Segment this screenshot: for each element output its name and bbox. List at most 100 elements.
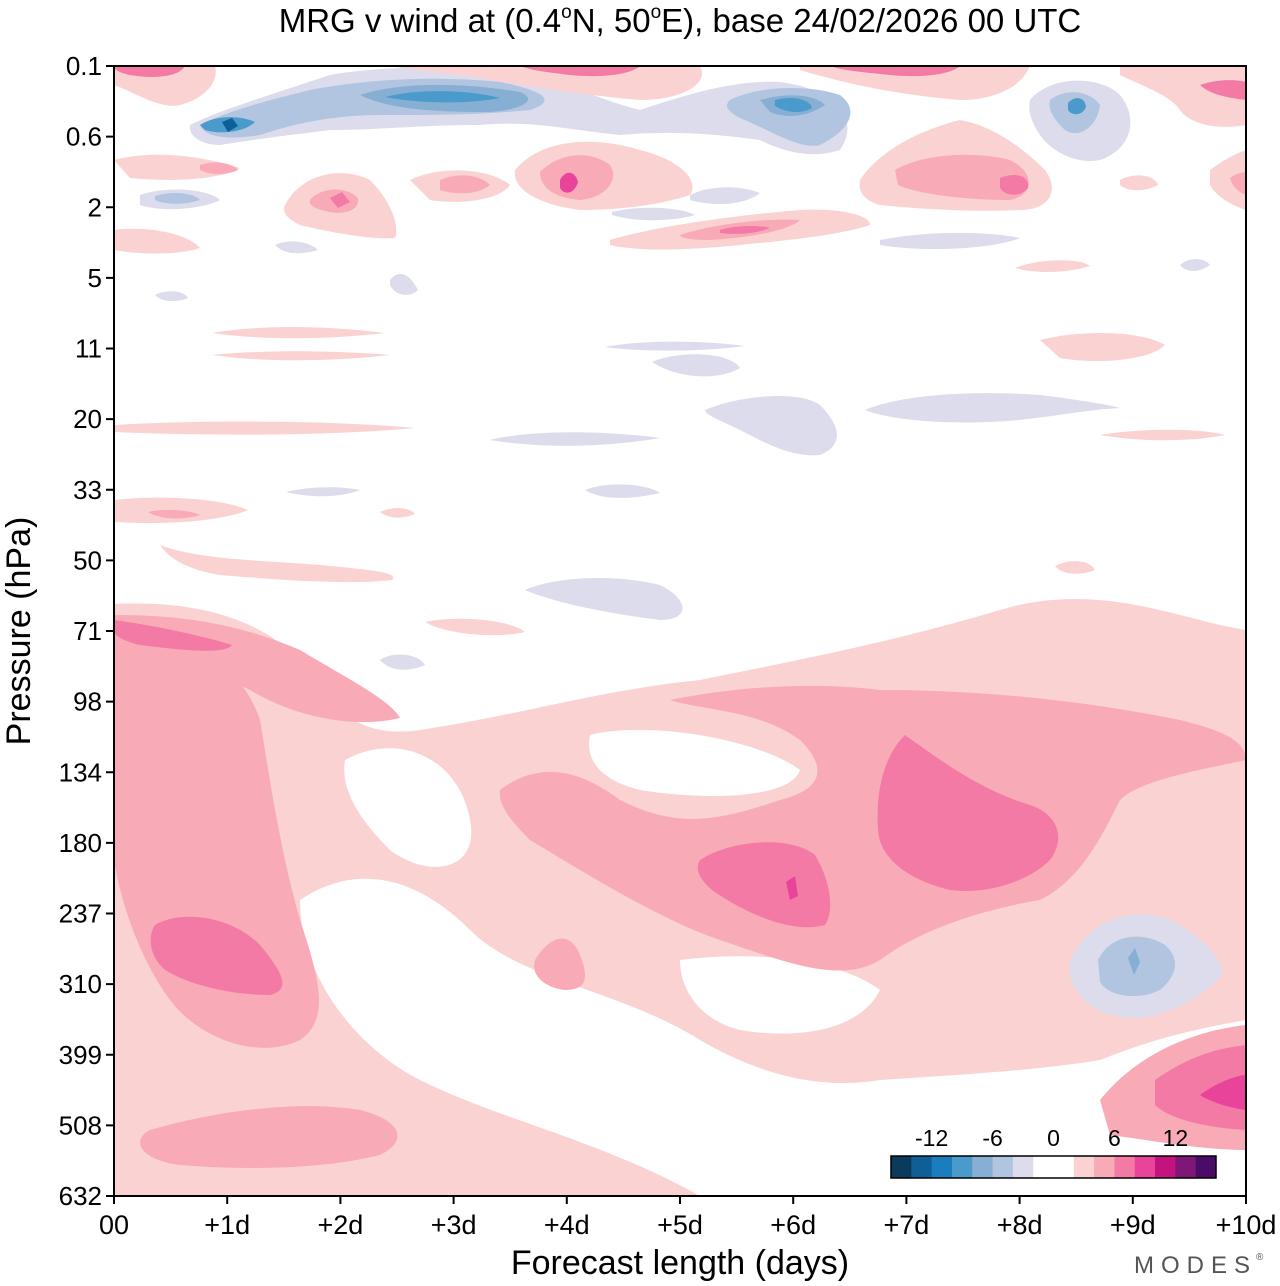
contour-peak-day6 [786, 876, 798, 900]
y-tick-label-508: 508 [59, 1110, 102, 1140]
contour-upper-pos-day8-mid [895, 154, 1029, 200]
contour-top-neg-day3-small [390, 273, 418, 295]
contour-max-day1 [150, 916, 283, 995]
contour-neg-day6-small [652, 354, 740, 377]
contour-neg-day8-mid [865, 393, 1120, 423]
contour-top-neg-day1-small-core [155, 193, 200, 204]
contour-white-hole-5 [589, 729, 800, 796]
contour-max-day7 [877, 735, 1059, 891]
contour-top-neg-day6-low [690, 187, 760, 205]
y-tick-label-632: 632 [59, 1181, 102, 1211]
x-tick-label-4: +4d [544, 1210, 590, 1240]
contour-max-day10 [1155, 1045, 1246, 1130]
colorbar: -12 -6 0 6 12 [890, 1125, 1217, 1179]
y-tick-label-134: 134 [59, 757, 102, 787]
contour-pos-day2-band [114, 421, 415, 435]
colorbar-swatch [1175, 1156, 1197, 1178]
contour-top-pos-right-core [830, 66, 960, 77]
y-tick-label-180: 180 [59, 828, 102, 858]
y-tick-label-33: 33 [73, 475, 102, 505]
contour-mid-pink-low-left [140, 1106, 398, 1168]
colorbar-swatch [1134, 1156, 1156, 1178]
plot-area [114, 66, 1246, 1196]
y-tick-label-0.1: 0.1 [66, 51, 102, 81]
x-tick-label-3: +3d [431, 1210, 477, 1240]
contour-top-pos-mid [390, 66, 702, 100]
contour-upper-pos-day3-core [440, 175, 490, 194]
contour-pos-day2-thin2 [212, 351, 390, 361]
colorbar-swatch [931, 1156, 953, 1178]
contour-neg-day3-small [380, 654, 425, 670]
colorbar-label: -12 [915, 1125, 948, 1151]
contour-mid-pink-small [534, 938, 585, 990]
contour-upper-neg-day1-tiny [155, 291, 188, 302]
colorbar-swatch [951, 1156, 973, 1178]
y-tick-label-98: 98 [73, 687, 102, 717]
x-tick-label-8: +8d [997, 1210, 1043, 1240]
contour-pos-day3-small [425, 618, 525, 636]
colorbar-swatch [1195, 1156, 1217, 1178]
colorbar-label: 6 [1108, 1125, 1121, 1151]
x-tick-label-6: +6d [770, 1210, 816, 1240]
x-tick-label-9: +9d [1110, 1210, 1156, 1240]
colorbar-swatch [1053, 1156, 1075, 1178]
x-tick-label-2: +2d [317, 1210, 363, 1240]
colorbar-swatch [1033, 1156, 1054, 1178]
colorbar-swatch [891, 1156, 912, 1178]
y-axis-title: Pressure (hPa) [0, 517, 38, 746]
contour-neg-day5-thin [605, 341, 745, 351]
contour-pos-day6-dot [1055, 561, 1095, 574]
contour-neg-day4-small [585, 484, 660, 498]
y-tick-label-50: 50 [73, 545, 102, 575]
contour-pos-day2-thin1 [212, 327, 385, 339]
colorbar-swatch [1012, 1156, 1034, 1178]
contour-max-day6 [697, 842, 831, 928]
contour-pos-day1-mid [114, 497, 248, 524]
modes-watermark: MODES [1134, 1252, 1257, 1279]
chart-title: MRG v wind at (0.4oN, 50oE), base 24/02/… [279, 2, 1082, 39]
contour-neg-day6-mid [705, 395, 837, 456]
contour-mid-pink-center [499, 685, 1246, 971]
x-tick-label-0: 00 [99, 1210, 129, 1240]
colorbar-label: 0 [1047, 1125, 1060, 1151]
contour-pos-day9-small [1100, 429, 1225, 441]
colorbar-swatch [911, 1156, 933, 1178]
contour-white-hole-2 [344, 748, 472, 867]
y-tick-label-20: 20 [73, 404, 102, 434]
contour-top-pos-right [800, 66, 1030, 100]
colorbar-swatch [1073, 1156, 1095, 1178]
y-tick-label-71: 71 [73, 616, 102, 646]
x-tick-label-10: +10d [1216, 1210, 1277, 1240]
contour-max-day0 [114, 620, 232, 651]
contour-top-neg-day5-low [612, 207, 695, 221]
contour-pos-day1-top [114, 228, 200, 254]
contour-neg-day9-core [1128, 948, 1140, 975]
y-tick-label-237: 237 [59, 899, 102, 929]
contour-neg-day4-mid [525, 578, 683, 620]
contour-pos-day1-low [160, 545, 394, 583]
contour-upper-neg-day9-tiny [1180, 258, 1210, 272]
contour-pos-day3-dot [380, 507, 415, 518]
contour-upper-pos-day0-core [200, 162, 238, 175]
colorbar-swatch [1155, 1156, 1176, 1178]
y-tick-label-5: 5 [88, 263, 102, 293]
contour-white-hole-4 [680, 956, 880, 1034]
contour-upper-pos-day0 [114, 154, 240, 180]
colorbar-label: 12 [1163, 1125, 1189, 1151]
contour-upper-pos-day2-peak [330, 192, 350, 208]
x-tick-label-5: +5d [657, 1210, 703, 1240]
contour-pos-day8-small [1015, 260, 1090, 273]
contour-top-neg-core1b [222, 118, 238, 132]
contour-pos-day8-band [1040, 333, 1165, 362]
contour-white-hole-1 [300, 878, 1246, 1196]
x-axis-title: Forecast length (days) [511, 1244, 849, 1282]
contour-upper-pos-day9 [1120, 175, 1158, 191]
y-tick-label-399: 399 [59, 1040, 102, 1070]
contour-top-neg-day6-core2 [775, 97, 812, 113]
x-tick-label-7: +7d [883, 1210, 929, 1240]
contour-top-neg-day8-low [880, 232, 1020, 250]
colorbar-label: -6 [982, 1125, 1002, 1151]
contour-upper-pos-day10 [1210, 150, 1246, 210]
contour-upper-pos-day4-mid [540, 155, 614, 200]
y-axis: 0.1 0.6 2 5 11 20 33 50 71 98 134 180 237 310 399 508 63… [59, 51, 114, 1211]
